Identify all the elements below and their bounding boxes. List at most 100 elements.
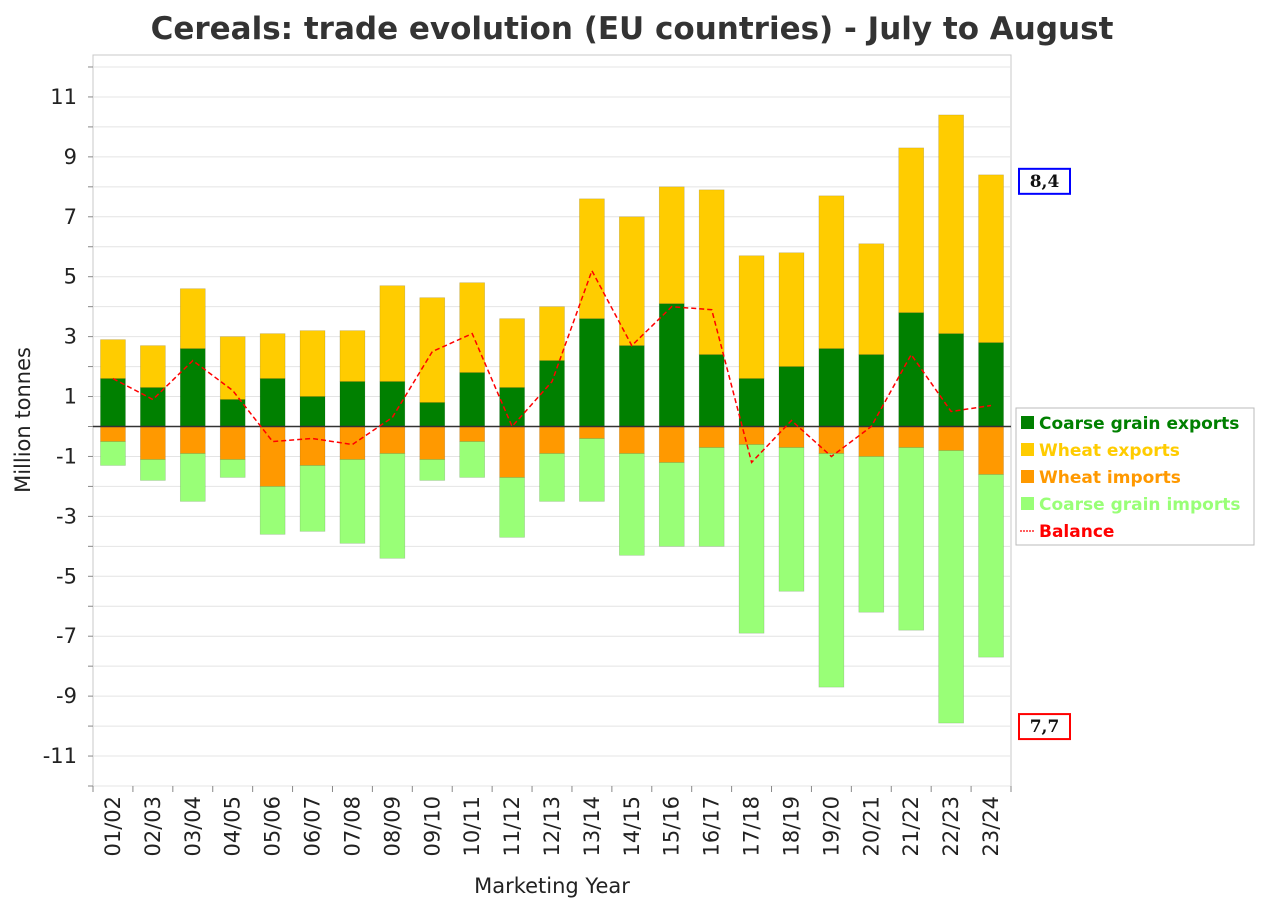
- x-tick-label: 11/12: [500, 796, 524, 857]
- legend: Coarse grain exports Wheat exports Wheat i…: [1015, 407, 1255, 546]
- y-tick-labels: 11 9 7 5 3 1 -1 -3 -5 -7 -9 -11: [43, 85, 77, 768]
- bar-coarse-grain-imports: [978, 474, 1004, 658]
- y-tick-label: 1: [64, 385, 77, 409]
- bar-coarse-grain-exports: [299, 396, 326, 427]
- bar-wheat-exports: [938, 114, 964, 334]
- bar-coarse-grain-imports: [339, 459, 366, 544]
- bar-coarse-grain-exports: [140, 387, 166, 427]
- bar-coarse-grain-imports: [100, 441, 126, 466]
- legend-label: Coarse grain imports: [1039, 495, 1240, 515]
- bar-wheat-exports: [219, 336, 246, 400]
- bar-coarse-grain-imports: [938, 450, 964, 724]
- bars: [100, 114, 1004, 724]
- x-tick-label: 14/15: [620, 796, 644, 857]
- bar-wheat-imports: [619, 426, 645, 454]
- x-tick-label: 12/13: [540, 796, 564, 857]
- x-tick-label: 03/04: [181, 796, 205, 857]
- bar-wheat-imports: [219, 426, 246, 460]
- x-tick-label: 13/14: [580, 796, 604, 857]
- y-tick-label: -9: [56, 684, 77, 708]
- y-minor-ticks: [88, 66, 93, 787]
- x-tick-label: 08/09: [380, 796, 404, 857]
- y-tick-label: 7: [64, 205, 77, 229]
- bar-coarse-grain-exports: [419, 402, 446, 427]
- bar-wheat-imports: [339, 426, 366, 460]
- bar-coarse-grain-imports: [579, 438, 605, 502]
- y-tick-label: 11: [50, 85, 77, 109]
- bar-wheat-imports: [539, 426, 565, 454]
- x-tick-label: 22/23: [939, 796, 963, 857]
- y-tick-label: -11: [43, 744, 77, 768]
- bar-coarse-grain-imports: [419, 459, 446, 481]
- bar-coarse-grain-imports: [179, 453, 206, 502]
- bar-wheat-exports: [419, 297, 446, 403]
- x-tick-label: 18/19: [779, 796, 803, 857]
- legend-label: Balance: [1039, 522, 1114, 542]
- bar-wheat-exports: [140, 345, 166, 388]
- y-tick-label: -3: [56, 504, 77, 528]
- bar-coarse-grain-imports: [299, 465, 326, 532]
- chart-title: Cereals: trade evolution (EU countries) …: [151, 11, 1114, 47]
- callout-label: 7,7: [1030, 717, 1060, 737]
- bar-wheat-imports: [938, 426, 964, 451]
- legend-swatch: [1021, 416, 1034, 429]
- x-tick-label: 17/18: [740, 796, 764, 857]
- bar-coarse-grain-exports: [738, 378, 765, 427]
- bar-wheat-imports: [299, 426, 326, 466]
- bar-coarse-grain-exports: [938, 333, 964, 427]
- gridlines: [93, 66, 1011, 787]
- bar-wheat-imports: [259, 426, 286, 487]
- callout-label: 8,4: [1030, 172, 1060, 192]
- x-tick-label: 23/24: [979, 796, 1003, 857]
- y-tick-label: -7: [56, 624, 77, 648]
- bar-coarse-grain-exports: [858, 354, 885, 427]
- bar-wheat-imports: [100, 426, 126, 442]
- bar-wheat-exports: [698, 189, 725, 355]
- bar-wheat-imports: [579, 426, 605, 439]
- legend-swatch: [1021, 470, 1034, 483]
- bar-coarse-grain-exports: [579, 318, 605, 427]
- bar-wheat-exports: [499, 318, 525, 388]
- callout-box: [1018, 713, 1071, 741]
- bar-coarse-grain-imports: [379, 453, 406, 559]
- bar-wheat-imports: [658, 426, 685, 463]
- bar-wheat-exports: [778, 252, 805, 367]
- bar-wheat-imports: [778, 426, 805, 448]
- bar-wheat-imports: [499, 426, 525, 478]
- x-tick-label: 16/17: [700, 796, 724, 857]
- bar-coarse-grain-exports: [539, 360, 565, 427]
- bar-wheat-exports: [459, 282, 485, 373]
- y-axis-label: Million tonnes: [11, 347, 35, 493]
- bar-coarse-grain-exports: [778, 366, 805, 427]
- bar-coarse-grain-imports: [898, 447, 925, 631]
- bar-wheat-imports: [459, 426, 485, 442]
- bar-wheat-imports: [858, 426, 885, 457]
- bar-coarse-grain-imports: [619, 453, 645, 556]
- bar-coarse-grain-exports: [339, 381, 366, 427]
- bar-coarse-grain-imports: [459, 441, 485, 478]
- legend-box: [1015, 407, 1255, 546]
- bar-coarse-grain-imports: [738, 444, 765, 634]
- bar-wheat-exports: [978, 174, 1004, 343]
- bar-wheat-exports: [299, 330, 326, 397]
- x-tick-labels: 01/02 02/03 03/04 04/05 05/06 06/07 07/08 08/09…: [92, 786, 1012, 857]
- legend-label: Wheat exports: [1039, 441, 1180, 461]
- y-tick-label: 5: [64, 265, 77, 289]
- bar-wheat-exports: [858, 243, 885, 355]
- bar-coarse-grain-imports: [818, 453, 845, 688]
- bar-wheat-imports: [698, 426, 725, 448]
- bar-coarse-grain-exports: [698, 354, 725, 427]
- legend-swatch: [1021, 443, 1034, 456]
- x-tick-label: 15/16: [660, 796, 684, 857]
- y-tick-label: -5: [56, 564, 77, 588]
- legend-swatch: [1021, 497, 1034, 510]
- bar-coarse-grain-exports: [658, 303, 685, 427]
- y-tick-label: 3: [64, 325, 77, 349]
- x-tick-label: 02/03: [141, 796, 165, 857]
- bar-coarse-grain-exports: [978, 342, 1004, 427]
- bar-wheat-exports: [379, 285, 406, 382]
- bar-coarse-grain-imports: [858, 456, 885, 613]
- bar-coarse-grain-exports: [619, 345, 645, 427]
- bar-wheat-exports: [100, 339, 126, 379]
